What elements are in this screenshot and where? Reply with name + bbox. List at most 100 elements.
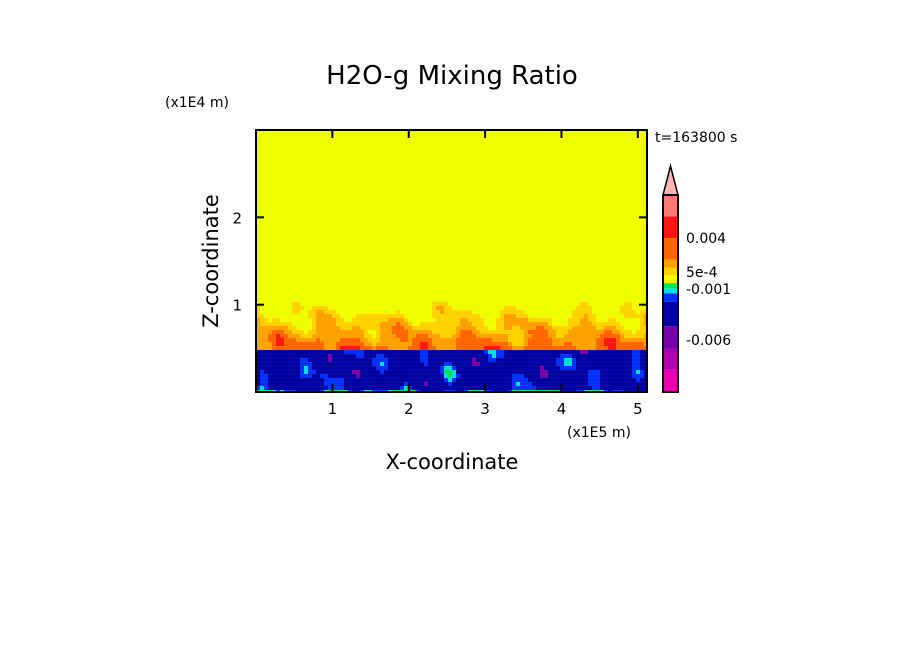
contour-cell [364,370,368,375]
contour-cell [600,370,604,375]
contour-cell [612,354,616,359]
contour-cell [448,326,452,331]
contour-cell [576,326,580,331]
contour-cell [388,342,392,347]
contour-cell [592,374,596,379]
contour-cell [544,362,548,367]
contour-cell [460,326,464,331]
contour-cell [544,354,548,359]
contour-cell [440,310,444,315]
contour-cell [440,378,444,383]
contour-cell [444,374,448,379]
contour-cell [436,374,440,379]
contour-cell [440,302,444,307]
contour-cell [444,310,448,315]
contour-cell [632,314,636,319]
contour-cell [564,366,568,371]
contour-cell [584,314,588,319]
contour-cell [524,322,528,327]
contour-cell [340,334,344,339]
contour-cell [600,326,604,331]
contour-cell [540,382,544,387]
contour-cell [584,318,588,323]
contour-cell [272,342,276,347]
contour-cell [456,346,460,351]
contour-cell [324,350,328,355]
contour-cell [540,386,544,391]
contour-cell [384,326,388,331]
contour-cell [272,318,276,323]
contour-cell [420,370,424,375]
contour-cell [492,382,496,387]
contour-cell [348,366,352,371]
contour-cell [324,318,328,323]
contour-cell [428,346,432,351]
contour-cell [516,382,520,387]
contour-cell [396,342,400,347]
contour-cell [404,358,408,363]
contour-cell [612,358,616,363]
contour-cell [444,354,448,359]
contour-cell [280,350,284,355]
contour-cell [420,330,424,335]
contour-cell [448,334,452,339]
contour-cell [384,374,388,379]
contour-cell [532,342,536,347]
contour-cell [624,346,628,351]
contour-cell [580,354,584,359]
contour-cell [336,334,340,339]
contour-cell [464,358,468,363]
contour-cell [616,326,620,331]
contour-cell [256,314,260,319]
contour-cell [260,330,264,335]
contour-cell [552,370,556,375]
contour-cell [500,354,504,359]
contour-cell [284,362,288,367]
contour-cell [540,374,544,379]
contour-cell [372,370,376,375]
contour-cell [536,374,540,379]
contour-cell [520,378,524,383]
contour-cell [364,322,368,327]
contour-cell [388,354,392,359]
contour-cell [408,334,412,339]
contour-cell [368,318,372,323]
contour-cell [548,322,552,327]
contour-cell [556,342,560,347]
contour-cell [448,310,452,315]
contour-cell [456,374,460,379]
contour-cell [532,374,536,379]
contour-cell [384,330,388,335]
contour-cell [480,358,484,363]
contour-cell [608,342,612,347]
contour-cell [548,330,552,335]
contour-cell [604,386,608,391]
contour-cell [468,366,472,371]
contour-cell [388,322,392,327]
contour-cell [608,370,612,375]
contour-cell [292,386,296,391]
contour-cell [412,338,416,343]
contour-cell [376,346,380,351]
contour-cell [540,350,544,355]
contour-cell [312,386,316,391]
contour-cell [640,310,644,315]
contour-cell [340,342,344,347]
contour-cell [548,366,552,371]
contour-cell [616,386,620,391]
contour-cell [284,326,288,331]
contour-cell [428,370,432,375]
contour-cell [320,378,324,383]
contour-cell [568,346,572,351]
contour-cell [520,370,524,375]
contour-cell [568,354,572,359]
contour-cell [560,326,564,331]
contour-cell [268,342,272,347]
contour-cell [432,326,436,331]
contour-cell [632,370,636,375]
contour-cell [356,358,360,363]
contour-cell [548,338,552,343]
contour-cell [376,366,380,371]
contour-cell [312,318,316,323]
contour-cell [296,362,300,367]
